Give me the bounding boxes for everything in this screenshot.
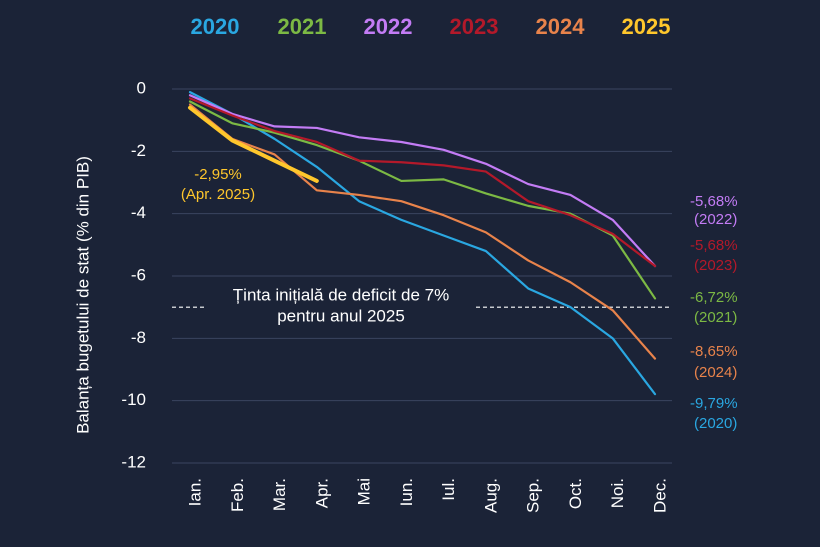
legend-entry: 2024 (536, 14, 586, 39)
series-line (188, 105, 319, 183)
legend-entry: 2025 (622, 14, 671, 39)
x-tick-label: Mar. (270, 478, 289, 511)
value-note: (2021) (694, 309, 737, 326)
legend-entry: 2021 (278, 14, 327, 39)
legend-entry: 2020 (191, 14, 240, 39)
x-tick-label: Oct. (566, 478, 585, 509)
y-tick-label: -2 (131, 141, 146, 160)
value-note: (2024) (694, 364, 737, 381)
value-label: -8,65% (690, 343, 738, 360)
y-axis-label: Balanța bugetului de stat (% din PIB) (73, 156, 92, 434)
x-tick-label: Ian. (185, 478, 204, 506)
x-tick-label: Iun. (397, 478, 416, 506)
series-line (188, 97, 657, 268)
target-label: Ținta inițială de deficit de 7% (233, 285, 449, 304)
target-label: pentru anul 2025 (277, 306, 405, 325)
value-label: -5,68% (690, 237, 738, 254)
value-note: (2022) (694, 211, 737, 228)
y-tick-label: -12 (121, 452, 146, 471)
x-tick-label: Feb. (228, 478, 247, 512)
x-tick-label: Iul. (439, 478, 458, 501)
y-tick-label: -10 (121, 390, 146, 409)
y-tick-label: -6 (131, 265, 146, 284)
x-tick-label: Sep. (524, 478, 543, 513)
x-tick-label: Aug. (481, 478, 500, 513)
value-note: (2020) (694, 415, 737, 432)
x-tick-label: Noi. (608, 478, 627, 508)
value-note: (Apr. 2025) (181, 186, 255, 203)
x-tick-label: Dec. (650, 478, 669, 513)
y-tick-label: 0 (137, 78, 146, 97)
x-tick-label: Apr. (312, 478, 331, 508)
value-note: (2023) (694, 257, 737, 274)
y-tick-label: -8 (131, 328, 146, 347)
y-tick-label: -4 (131, 203, 146, 222)
value-label: -6,72% (690, 289, 738, 306)
series-line (188, 94, 657, 268)
x-tick-label: Mai (355, 478, 374, 505)
legend-entry: 2023 (450, 14, 499, 39)
value-label: -5,68% (690, 193, 738, 210)
value-label: -2,95% (194, 166, 242, 183)
value-label: -9,79% (690, 395, 738, 412)
legend-entry: 2022 (364, 14, 413, 39)
series-line (188, 103, 657, 360)
series-line (188, 91, 657, 396)
